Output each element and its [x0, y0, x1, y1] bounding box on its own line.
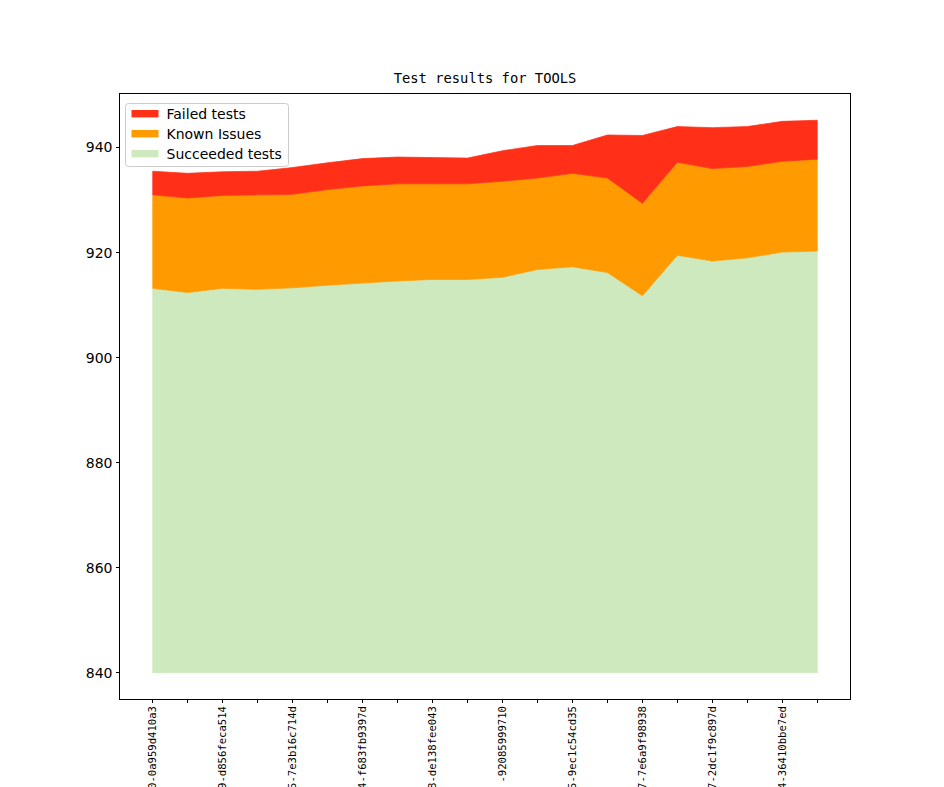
legend-label: Failed tests	[167, 106, 246, 122]
x-tick-label: -92085999710	[496, 706, 508, 783]
y-tick-label: 840	[86, 665, 113, 681]
x-tick-label: 8-de138fee043	[426, 706, 438, 787]
y-tick-label: 940	[86, 139, 113, 155]
legend-label: Known Issues	[167, 126, 262, 142]
x-tick-label: 4-36410bbe7ed	[776, 706, 788, 787]
x-tick-label: 7-2dc1f9c897d	[706, 706, 718, 787]
x-tick-label: 5-7e3b16c714d	[286, 706, 298, 787]
x-tick-label: 0-0a959d410a3	[146, 706, 158, 787]
figure: 0-0a959d410a3 9-d856feca514 5-7e3b16c714d 4…	[0, 0, 944, 787]
legend-label: Succeeded tests	[167, 146, 282, 162]
y-tick-label: 880	[86, 455, 113, 471]
y-tick-label: 920	[86, 245, 113, 261]
legend-swatch-failed	[132, 110, 159, 117]
x-tick-label: 4-f683fb9397d	[356, 706, 368, 787]
x-tick-label: 7-7e6a9f98938	[636, 706, 648, 787]
legend-swatch-known	[132, 130, 159, 137]
x-tick-label: 9-d856feca514	[216, 706, 228, 787]
area-succeeded-tests	[153, 251, 818, 673]
y-tick-label: 900	[86, 350, 113, 366]
x-tick-label: 5-9ec1c54cd35	[566, 706, 578, 787]
legend-swatch-succeeded	[132, 150, 159, 157]
stacked-area-chart: 0-0a959d410a3 9-d856feca514 5-7e3b16c714d 4…	[0, 0, 944, 787]
chart-title: Test results for TOOLS	[394, 70, 577, 86]
y-tick-label: 860	[86, 560, 113, 576]
